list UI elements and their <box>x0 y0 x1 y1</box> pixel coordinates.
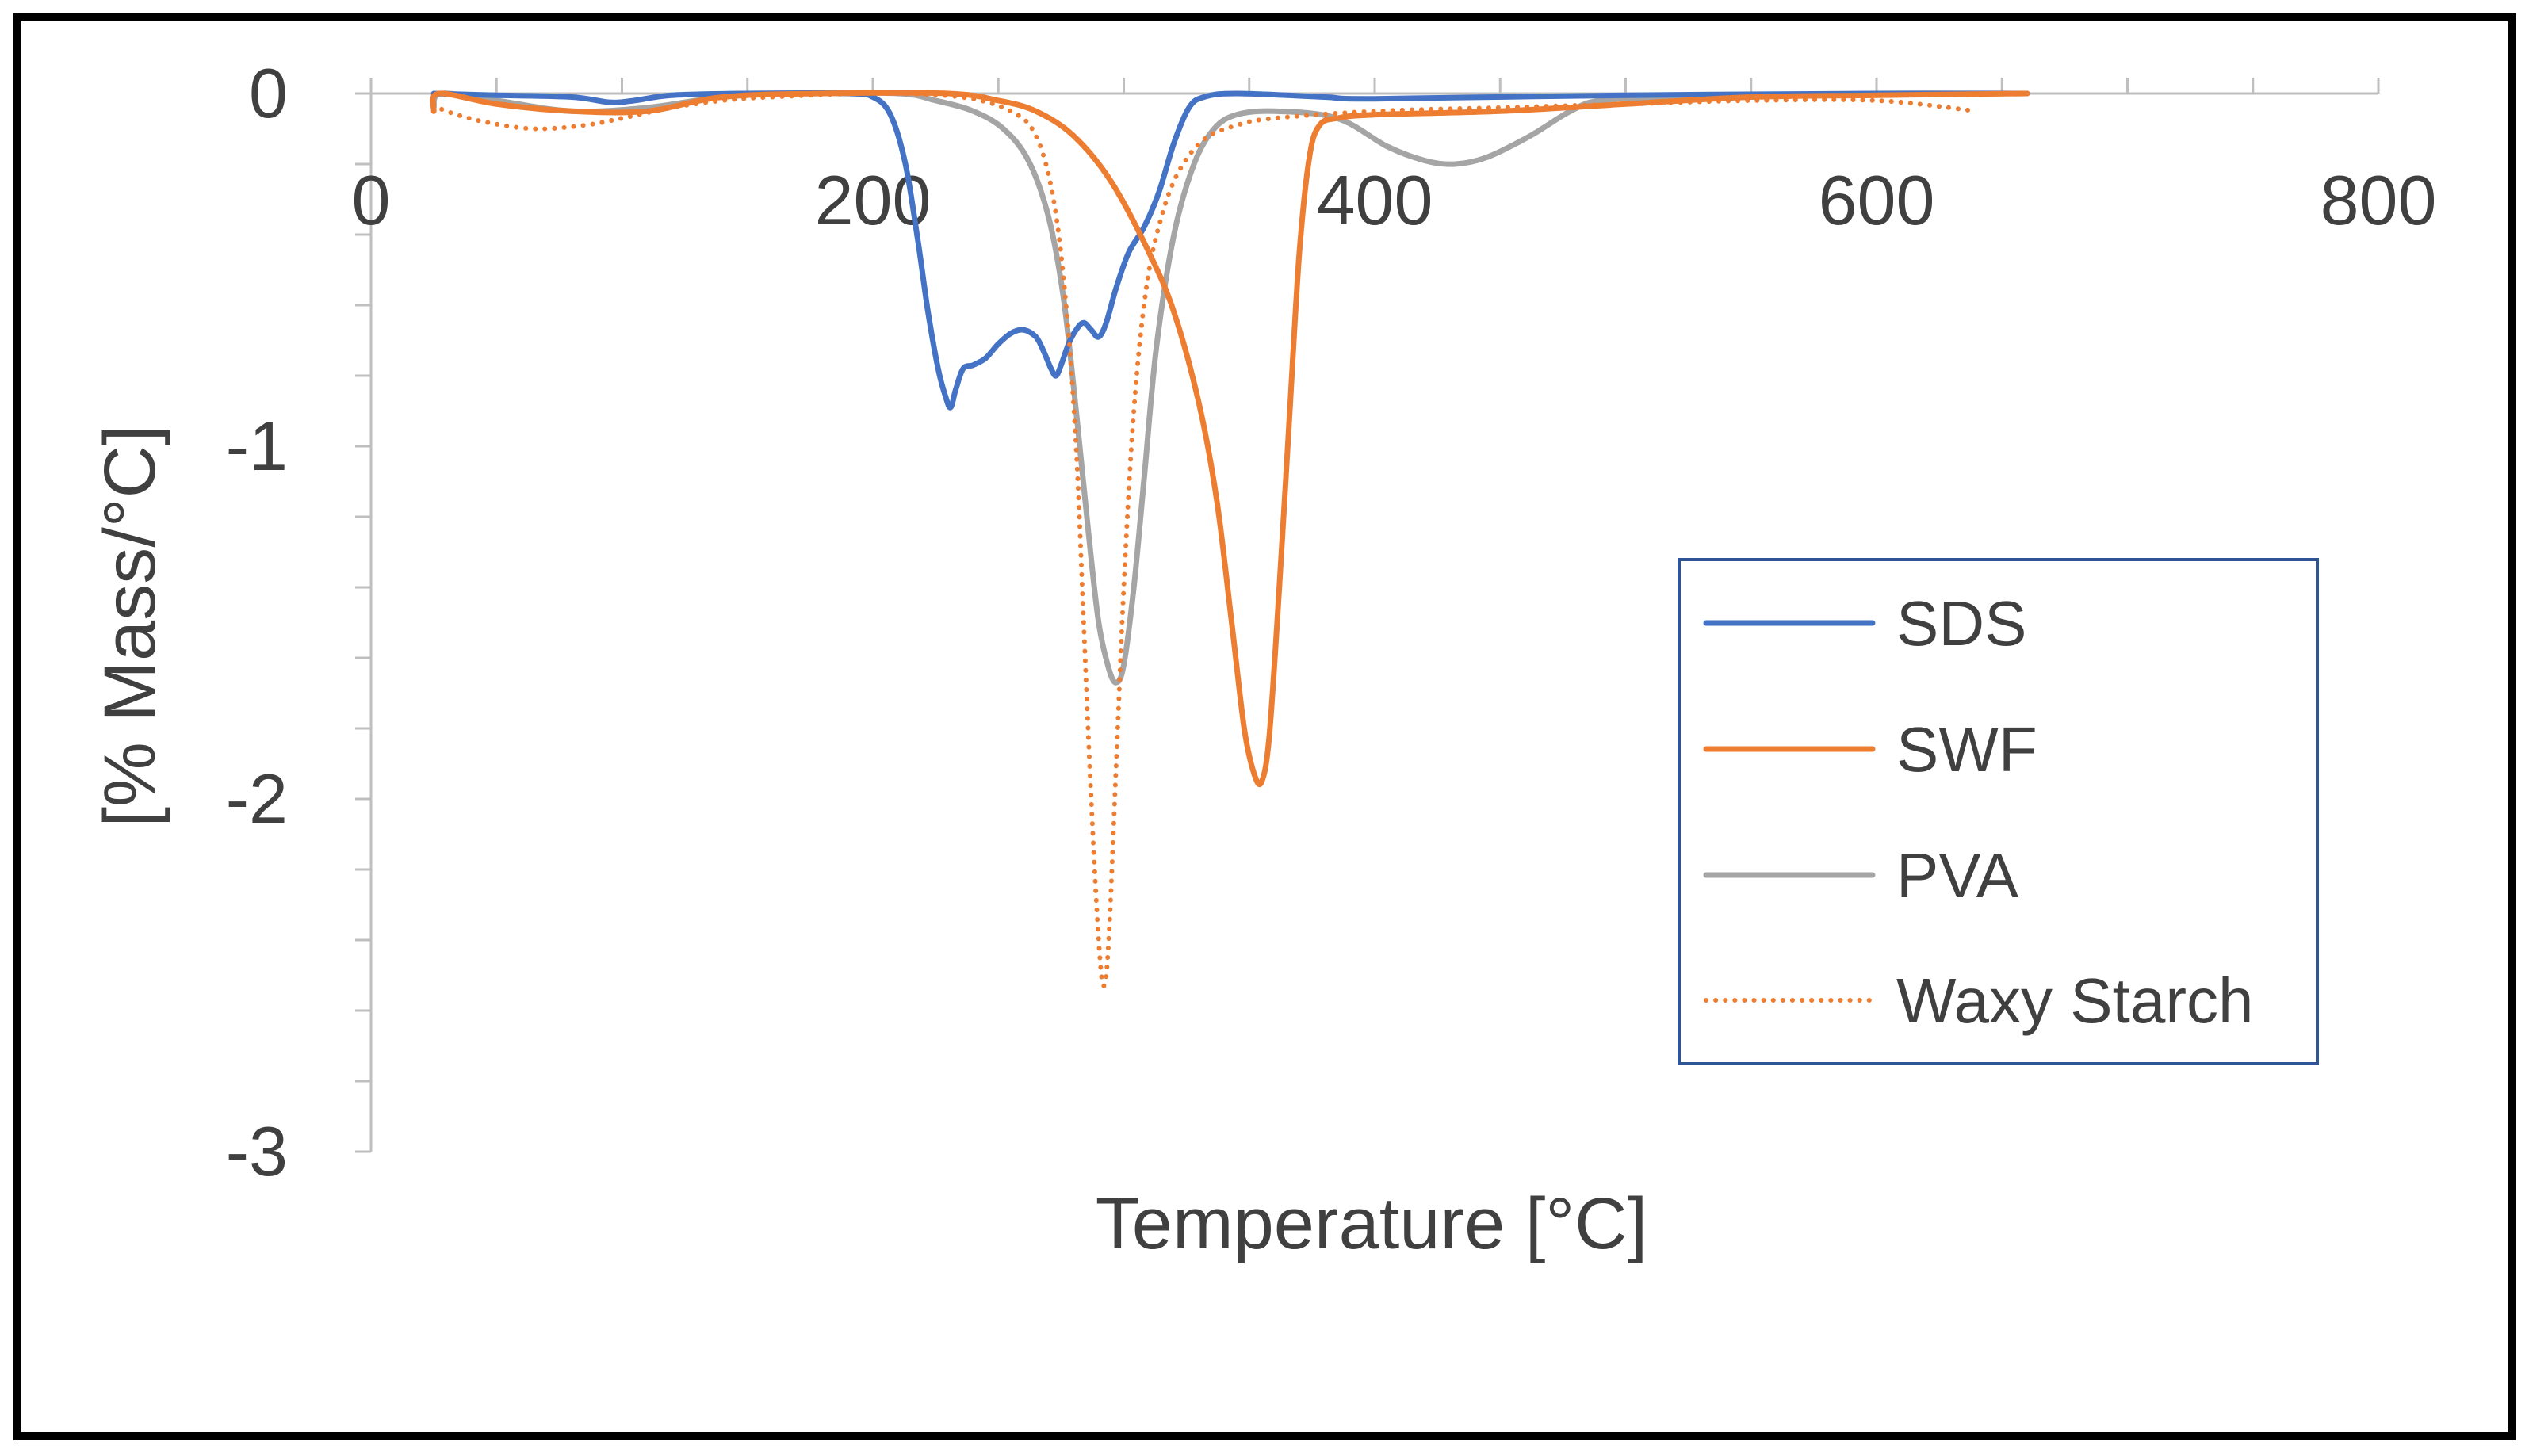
legend: SDS SWF PVA Waxy Starch <box>1678 558 2319 1065</box>
x-tick-label: 0 <box>352 161 391 239</box>
legend-item-waxy-starch: Waxy Starch <box>1704 965 2253 1036</box>
legend-label: SWF <box>1896 714 2037 785</box>
legend-box <box>1678 558 2319 1065</box>
y-tick-label: -2 <box>226 759 288 838</box>
series-line-swf <box>430 90 2030 787</box>
legend-label: SDS <box>1896 588 2027 659</box>
y-tick-label: -1 <box>226 407 288 485</box>
chart-frame <box>13 13 2516 1440</box>
x-tick-label: 600 <box>1819 161 1935 239</box>
x-axis-title: Temperature [°C] <box>1096 1183 1647 1264</box>
y-tick-label: -3 <box>226 1112 288 1190</box>
legend-item-pva: PVA <box>1703 840 2019 911</box>
legend-label: Waxy Starch <box>1896 965 2253 1036</box>
series-layer <box>430 90 2030 988</box>
x-tick-label: 800 <box>2320 161 2437 239</box>
y-axis-title: [% Mass/°C] <box>90 425 170 827</box>
y-tick-labels: 0 -1 -2 -3 <box>226 54 288 1190</box>
legend-item-swf: SWF <box>1703 714 2037 785</box>
legend-label: PVA <box>1896 840 2019 911</box>
legend-items: SDS SWF PVA Waxy Starch <box>1703 588 2253 1036</box>
legend-item-sds: SDS <box>1703 588 2027 659</box>
series-line-waxy-starch <box>431 91 1980 988</box>
y-tick-label: 0 <box>249 54 288 132</box>
x-tick-label: 400 <box>1317 161 1433 239</box>
